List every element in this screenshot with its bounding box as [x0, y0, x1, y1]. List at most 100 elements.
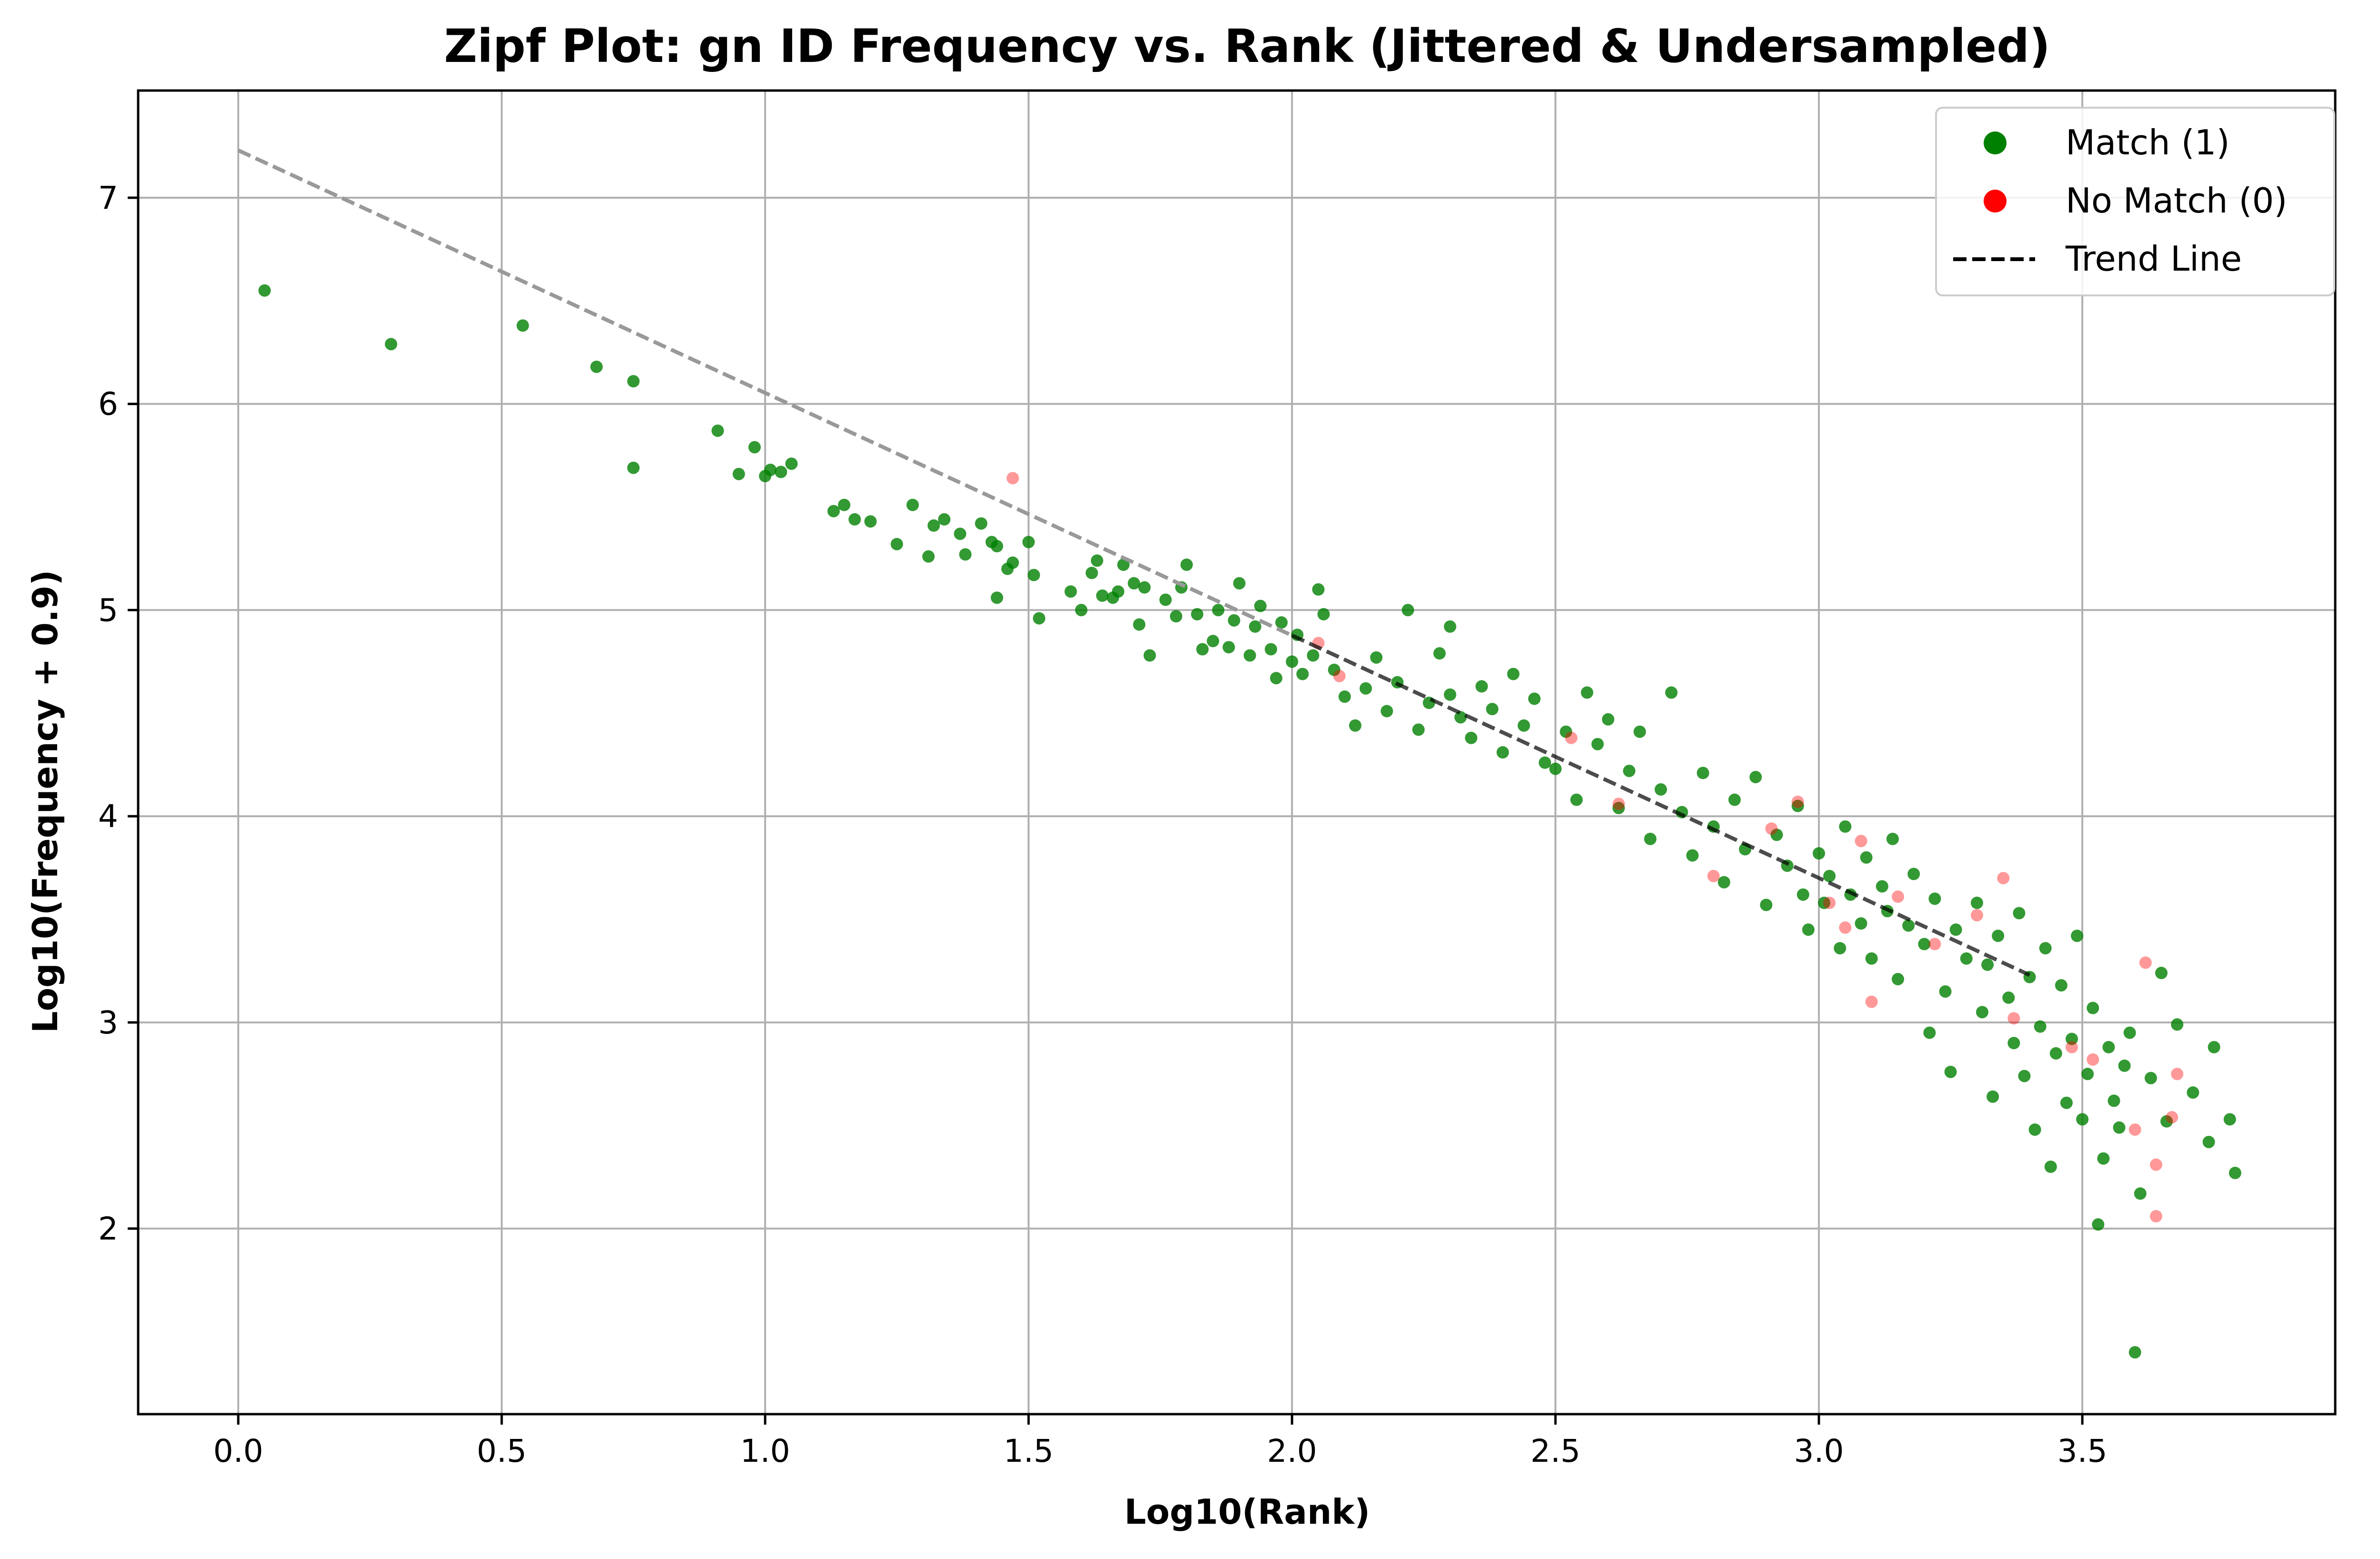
match-point — [2134, 1187, 2147, 1200]
match-point — [1718, 876, 1731, 889]
match-point — [1876, 880, 1888, 893]
match-point — [928, 519, 940, 532]
match-point — [1196, 643, 1209, 656]
match-point — [938, 513, 951, 526]
match-point — [1454, 711, 1467, 724]
match-point — [1517, 719, 1530, 732]
match-point — [1338, 690, 1351, 703]
no-match-point — [2007, 1012, 2020, 1025]
x-axis-label: Log10(Rank) — [1124, 1492, 1370, 1532]
match-point — [1944, 1065, 1957, 1078]
match-point — [1270, 672, 1282, 685]
match-point — [2018, 1070, 2031, 1083]
match-point — [1860, 851, 1873, 864]
match-point — [1507, 668, 1520, 680]
match-point — [1902, 919, 1915, 932]
match-point — [1654, 783, 1667, 796]
match-point — [1855, 917, 1867, 930]
match-point — [2223, 1113, 2236, 1126]
match-point — [764, 464, 777, 476]
match-point — [2171, 1018, 2184, 1031]
no-match-point — [2139, 956, 2152, 969]
match-point — [1443, 620, 1456, 633]
match-point — [516, 319, 529, 332]
match-point — [1006, 556, 1019, 569]
match-point — [1749, 770, 1762, 783]
match-point — [627, 461, 640, 474]
no-match-point — [1565, 731, 1578, 744]
no-match-point — [2171, 1068, 2184, 1081]
y-tick-label: 3 — [98, 1004, 118, 1041]
match-point — [2108, 1094, 2120, 1107]
match-point — [1823, 870, 1836, 882]
match-point — [1133, 618, 1146, 631]
match-point — [2049, 1047, 2062, 1060]
match-point — [775, 466, 787, 478]
no-match-point — [1855, 835, 1867, 848]
match-point — [1085, 567, 1098, 579]
no-match-point — [2128, 1123, 2141, 1136]
y-tick-label: 2 — [98, 1211, 118, 1247]
match-point — [2128, 1346, 2141, 1359]
match-point — [2160, 1115, 2173, 1128]
legend-no-match-marker — [1984, 190, 2007, 213]
trend-line-extension — [237, 148, 1293, 638]
no-match-point — [2166, 1111, 2178, 1124]
match-point — [1918, 938, 1931, 951]
no-match-point — [1612, 798, 1625, 810]
match-point — [1207, 635, 1220, 648]
match-point — [590, 360, 603, 373]
match-point — [1312, 583, 1325, 596]
match-point — [1560, 725, 1573, 738]
match-point — [922, 550, 935, 563]
no-match-point — [1997, 871, 2010, 884]
match-point — [2066, 1033, 2078, 1045]
no-match-point — [1791, 795, 1804, 808]
match-point — [711, 424, 724, 437]
match-point — [1249, 620, 1261, 633]
match-point — [2102, 1041, 2115, 1053]
legend-trend-label: Trend Line — [2065, 239, 2242, 279]
chart-title: Zipf Plot: gn ID Frequency vs. Rank (Jit… — [444, 20, 2050, 73]
match-point — [2076, 1113, 2089, 1126]
match-point — [1222, 641, 1235, 654]
no-match-point — [1823, 896, 1836, 909]
match-point — [1686, 849, 1699, 862]
match-point — [1286, 655, 1299, 668]
match-point — [827, 505, 840, 517]
match-point — [1602, 713, 1614, 726]
match-point — [1549, 762, 1562, 775]
plot-frame — [137, 89, 2337, 1416]
match-point — [2113, 1121, 2126, 1134]
match-point — [1117, 558, 1130, 571]
match-point — [1159, 593, 1172, 606]
match-point — [1075, 604, 1088, 617]
match-point — [1112, 585, 1125, 598]
match-point — [1028, 568, 1040, 581]
no-match-point — [1928, 938, 1941, 951]
match-point — [1359, 682, 1372, 695]
x-tick-label: 2.0 — [1267, 1433, 1317, 1469]
match-point — [1381, 705, 1393, 718]
match-point — [1865, 952, 1878, 965]
y-tick-label: 4 — [98, 798, 118, 835]
match-point — [1275, 616, 1288, 629]
match-point — [1987, 1090, 1999, 1103]
match-point — [1143, 649, 1156, 662]
match-point — [1228, 614, 1240, 627]
match-point — [1791, 800, 1804, 812]
match-point — [1486, 703, 1499, 716]
legend: Match (1) No Match (0) Trend Line — [1935, 107, 2335, 296]
match-point — [990, 540, 1003, 553]
trend-line — [1291, 633, 2031, 977]
x-tick-label: 1.5 — [1004, 1433, 1054, 1469]
match-point — [2007, 1037, 2020, 1050]
no-match-points — [1006, 472, 2184, 1223]
match-point — [1696, 767, 1709, 780]
no-match-point — [1892, 890, 1905, 903]
match-point — [2055, 979, 2067, 992]
match-point — [1634, 725, 1646, 738]
match-point — [1760, 899, 1773, 911]
match-point — [1591, 738, 1604, 750]
match-point — [785, 457, 798, 470]
